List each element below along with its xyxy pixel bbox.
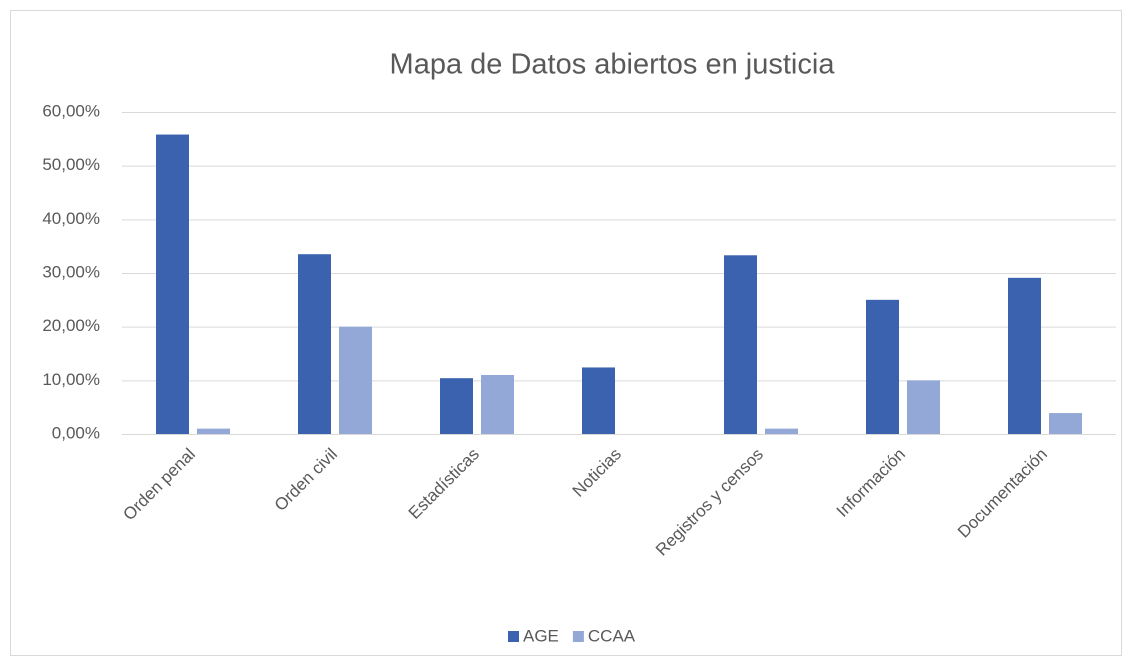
y-tick-label: 30,00% [42,262,100,281]
bar [440,378,473,434]
y-tick-label: 40,00% [42,209,100,228]
legend-label: CCAA [588,626,636,645]
legend-label: AGE [523,626,559,645]
chart-title: Mapa de Datos abiertos en justicia [390,49,836,81]
legend-swatch [572,631,584,642]
legend-swatch [508,631,519,642]
bar [1049,413,1082,434]
bar [339,326,372,434]
bar [197,428,230,434]
bar [156,134,189,435]
bar [866,299,899,434]
y-tick-label: 10,00% [42,370,100,389]
y-tick-label: 50,00% [42,155,100,174]
y-tick-label: 0,00% [52,423,100,442]
chart-border [10,10,1122,656]
bar [1008,277,1041,434]
y-tick-label: 60,00% [42,101,100,120]
bar [582,367,615,434]
bar [298,254,331,434]
bar [907,380,940,434]
bar [724,255,757,434]
y-tick-label: 20,00% [42,316,100,335]
bar [765,428,798,434]
bar [481,374,514,434]
